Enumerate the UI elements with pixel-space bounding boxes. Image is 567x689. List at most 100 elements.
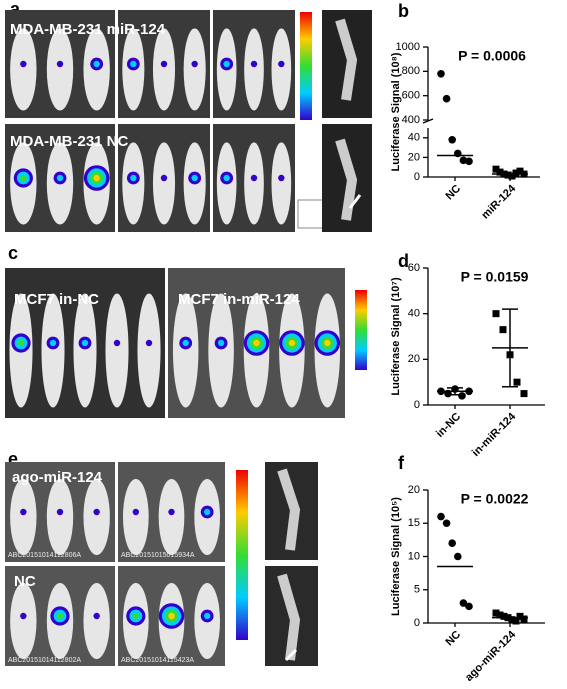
data-point [437, 512, 445, 521]
panel-label: a [10, 0, 21, 19]
data-point [508, 172, 516, 180]
y-axis-label: Luciferase Signal (10⁵) [390, 497, 402, 616]
signal [20, 508, 27, 516]
signal [253, 339, 260, 347]
data-point [513, 378, 521, 386]
signal [93, 174, 100, 182]
mouse [10, 28, 37, 111]
signal [182, 339, 189, 347]
signal [132, 508, 140, 516]
photo-label: MDA-MB-231 NC [10, 133, 129, 150]
signal [191, 60, 198, 68]
color-bar [355, 290, 367, 370]
signal [168, 612, 175, 620]
signal [49, 339, 57, 347]
signal [203, 508, 211, 516]
signal [223, 60, 230, 68]
y-tick-label: 800 [402, 65, 420, 77]
mouse [46, 28, 74, 111]
axis-break [422, 118, 434, 124]
y-tick-label: 1000 [396, 41, 420, 53]
y-tick-label: 400 [402, 114, 420, 126]
signal [160, 174, 168, 182]
mouse [46, 479, 74, 555]
mouse [158, 479, 185, 555]
photo-label: MCF7 in-miR-124 [178, 291, 300, 308]
y-tick-label: 600 [402, 90, 420, 102]
x-tick-label: NC [443, 183, 463, 203]
signal [81, 339, 89, 347]
signal [113, 339, 121, 347]
annotation: P = 0.0159 [461, 269, 529, 285]
image-id: ABC20151014112806A [8, 552, 81, 559]
x-tick-label: NC [443, 629, 463, 649]
data-point [448, 135, 457, 144]
mouse [244, 28, 264, 111]
signal [223, 174, 230, 182]
image-id: ABC20151014112802A [8, 657, 81, 664]
data-point [520, 615, 528, 623]
mouse [83, 479, 110, 555]
data-point [496, 168, 504, 176]
y-tick-label: 20 [408, 484, 420, 496]
annotation: P = 0.0006 [458, 48, 526, 64]
y-tick-label: 10 [408, 550, 420, 562]
signal [278, 60, 285, 68]
signal [130, 60, 137, 68]
mouse [208, 293, 234, 408]
data-point [516, 167, 524, 175]
signal [288, 339, 296, 347]
signal [203, 612, 211, 620]
color-bar [300, 12, 312, 120]
mouse [10, 583, 37, 659]
mouse [271, 142, 292, 225]
signal [324, 339, 331, 347]
mouse [183, 28, 206, 111]
signal [130, 174, 137, 182]
signal [278, 174, 285, 182]
panel-label: c [8, 243, 18, 263]
mouse [137, 293, 161, 408]
mouse [41, 293, 65, 408]
annotation: P = 0.0022 [461, 491, 529, 507]
x-tick-label: in-miR-124 [470, 410, 519, 459]
mouse [244, 142, 264, 225]
bone [277, 18, 358, 661]
data-point [442, 519, 451, 528]
signal [217, 339, 225, 347]
data-point [465, 602, 473, 611]
data-point [437, 69, 445, 78]
data-point [492, 609, 500, 617]
x-tick-label: in-NC [434, 411, 463, 440]
y-tick-label: 60 [408, 262, 420, 274]
data-point [465, 157, 473, 166]
data-point [499, 326, 507, 334]
x-tick-label: ago-miR-124 [463, 628, 519, 684]
mouse [122, 479, 149, 555]
mouse [172, 293, 199, 408]
photo-label: MDA-MB-231 miR-124 [10, 21, 166, 38]
signal [56, 60, 64, 68]
signal [93, 612, 100, 620]
y-axis-label: Luciferase Signal (10⁷) [390, 277, 402, 396]
data-point [458, 392, 466, 400]
mouse [152, 142, 176, 225]
mouse [152, 28, 176, 111]
x-tick-label: miR-124 [479, 182, 518, 221]
photo-label: NC [14, 573, 36, 590]
data-point [442, 94, 451, 103]
signal [250, 60, 258, 68]
error-bar [502, 308, 518, 388]
photos [236, 10, 372, 666]
signal [250, 174, 258, 182]
data-point [492, 165, 500, 173]
signal [56, 508, 64, 516]
panel-label: d [398, 251, 409, 271]
y-tick-label: 15 [408, 517, 420, 529]
y-tick-label: 20 [408, 353, 420, 365]
data-point [454, 552, 462, 561]
signal [168, 508, 175, 516]
data-point [512, 169, 520, 177]
mouse [105, 293, 129, 408]
panel-label: b [398, 1, 409, 21]
